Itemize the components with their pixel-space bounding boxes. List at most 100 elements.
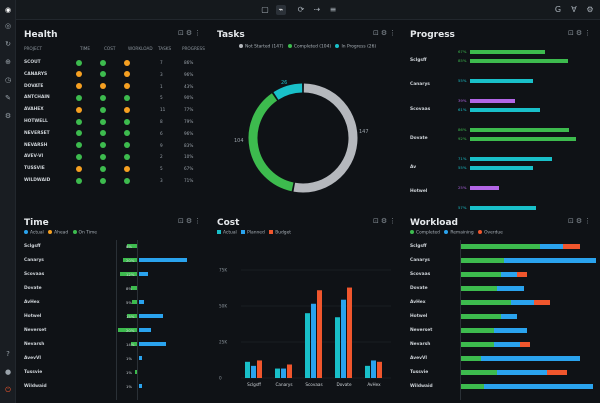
progress-bar[interactable] bbox=[470, 166, 534, 170]
time-ahead-bar[interactable] bbox=[122, 258, 137, 262]
time-ahead-bar[interactable] bbox=[131, 286, 137, 290]
progress-bar[interactable] bbox=[470, 108, 541, 112]
project-name[interactable]: TUSSVIE bbox=[24, 166, 45, 172]
progress-bar[interactable] bbox=[470, 137, 576, 141]
workload-remaining-bar[interactable] bbox=[497, 286, 524, 291]
time-actual-bar[interactable] bbox=[139, 300, 144, 304]
project-name[interactable]: Tussvie bbox=[24, 370, 43, 375]
dashboard-icon[interactable]: ◉ bbox=[4, 6, 12, 14]
time-ahead-bar[interactable] bbox=[131, 342, 137, 346]
workload-completed-bar[interactable] bbox=[461, 314, 501, 319]
loop-icon[interactable]: ⟳ bbox=[297, 5, 305, 14]
alert-icon[interactable]: ⊕ bbox=[5, 58, 11, 66]
cost-bar-planned[interactable] bbox=[371, 360, 376, 378]
workload-remaining-bar[interactable] bbox=[480, 356, 580, 361]
panel-controls[interactable]: ⊡⚙⋮ bbox=[373, 217, 399, 225]
project-name[interactable]: Canarys bbox=[24, 258, 44, 263]
sort-icon[interactable]: ≡ bbox=[329, 5, 337, 14]
settings-icon[interactable]: ⚙ bbox=[4, 112, 12, 120]
cost-bar-planned[interactable] bbox=[281, 368, 286, 378]
logout-icon[interactable]: ⏻ bbox=[5, 386, 11, 394]
project-name[interactable]: DOVATE bbox=[24, 83, 44, 89]
progress-bar[interactable] bbox=[470, 79, 534, 83]
cost-bar-budget[interactable] bbox=[317, 290, 322, 378]
workload-remaining-bar[interactable] bbox=[500, 272, 518, 277]
donut-segment-completed[interactable] bbox=[248, 93, 294, 192]
cost-bar-actual[interactable] bbox=[245, 361, 250, 378]
project-name[interactable]: ANTCHAIN bbox=[24, 95, 50, 101]
time-ahead-bar[interactable] bbox=[120, 272, 137, 276]
project-name[interactable]: SCOUT bbox=[24, 60, 41, 65]
project-name[interactable]: Scovaas bbox=[410, 106, 431, 112]
column-header[interactable]: TIME bbox=[80, 46, 91, 51]
workload-remaining-bar[interactable] bbox=[494, 342, 521, 347]
workload-completed-bar[interactable] bbox=[461, 328, 494, 333]
progress-bar[interactable] bbox=[470, 206, 536, 210]
edit-icon[interactable]: ✎ bbox=[5, 94, 11, 102]
project-name[interactable]: Dovate bbox=[410, 135, 428, 141]
project-name[interactable]: AvevVI bbox=[24, 356, 41, 361]
column-header[interactable]: COST bbox=[104, 46, 116, 51]
help-icon[interactable]: ? bbox=[6, 350, 10, 358]
project-name[interactable]: Wildwaid bbox=[410, 384, 433, 389]
progress-bar[interactable] bbox=[470, 186, 499, 190]
time-ahead-bar[interactable] bbox=[127, 314, 137, 318]
filter-icon[interactable]: ∀ bbox=[571, 5, 577, 14]
cost-bar-budget[interactable] bbox=[287, 364, 292, 379]
cost-bar-budget[interactable] bbox=[377, 361, 382, 378]
workload-completed-bar[interactable] bbox=[461, 272, 501, 277]
column-header[interactable]: WORKLOAD bbox=[128, 46, 153, 51]
cost-bar-budget[interactable] bbox=[257, 360, 262, 378]
progress-bar[interactable] bbox=[470, 128, 569, 132]
time-actual-bar[interactable] bbox=[139, 314, 163, 318]
project-name[interactable]: AVAHEX bbox=[24, 107, 44, 113]
project-name[interactable]: NEVERSET bbox=[24, 130, 50, 136]
workload-overdue-bar[interactable] bbox=[517, 272, 527, 277]
project-name[interactable]: AVEV-VI bbox=[24, 154, 44, 160]
project-name[interactable]: Neverset bbox=[24, 328, 47, 333]
user-icon[interactable]: ● bbox=[4, 368, 12, 376]
workload-completed-bar[interactable] bbox=[461, 370, 498, 375]
settings-icon-top[interactable]: ⚙ bbox=[586, 5, 594, 14]
search-icon[interactable]: ◎ bbox=[4, 22, 12, 30]
history-icon[interactable]: ◷ bbox=[4, 76, 12, 84]
project-name[interactable]: Hotwel bbox=[410, 189, 428, 194]
workload-remaining-bar[interactable] bbox=[510, 300, 534, 305]
panel-controls[interactable]: ⊡⚙⋮ bbox=[373, 29, 399, 37]
cost-bar-actual[interactable] bbox=[275, 368, 280, 378]
progress-bar[interactable] bbox=[470, 50, 545, 54]
project-name[interactable]: Scovaas bbox=[24, 272, 45, 277]
project-name[interactable]: WILDWAID bbox=[24, 178, 51, 183]
progress-bar[interactable] bbox=[470, 157, 552, 161]
cost-bar-actual[interactable] bbox=[335, 317, 340, 378]
time-actual-bar[interactable] bbox=[139, 258, 187, 262]
workload-overdue-bar[interactable] bbox=[563, 244, 580, 249]
project-name[interactable]: Dovate bbox=[410, 286, 428, 291]
time-actual-bar[interactable] bbox=[139, 356, 142, 360]
project-name[interactable]: Tussvie bbox=[410, 370, 429, 375]
cost-bar-actual[interactable] bbox=[365, 365, 370, 378]
time-actual-bar[interactable] bbox=[139, 328, 151, 332]
chart-icon[interactable]: ⌁ bbox=[276, 5, 286, 15]
project-name[interactable]: Sclgsff bbox=[410, 244, 427, 249]
project-name[interactable]: Scovaas bbox=[410, 272, 431, 277]
project-name[interactable]: CANARYS bbox=[24, 71, 48, 77]
refresh-icon[interactable]: ↻ bbox=[5, 40, 11, 48]
cost-bar-planned[interactable] bbox=[251, 365, 256, 378]
layout-icon[interactable]: ▢ bbox=[261, 5, 269, 14]
project-name[interactable]: Hotwel bbox=[410, 314, 428, 319]
project-name[interactable]: Canarys bbox=[410, 82, 430, 87]
project-name[interactable]: Dovate bbox=[24, 286, 42, 291]
workload-completed-bar[interactable] bbox=[461, 300, 511, 305]
column-header[interactable]: PROJECT bbox=[24, 46, 43, 51]
time-actual-bar[interactable] bbox=[139, 384, 142, 388]
cost-bar-planned[interactable] bbox=[311, 303, 316, 378]
workload-overdue-bar[interactable] bbox=[546, 370, 567, 375]
project-name[interactable]: HOTWELL bbox=[24, 119, 48, 124]
project-name[interactable]: NEVARSH bbox=[24, 142, 48, 148]
panel-controls[interactable]: ⊡⚙⋮ bbox=[178, 217, 204, 225]
workload-overdue-bar[interactable] bbox=[520, 342, 531, 347]
progress-bar[interactable] bbox=[470, 99, 515, 103]
project-name[interactable]: Neverset bbox=[410, 328, 433, 333]
workload-completed-bar[interactable] bbox=[461, 244, 541, 249]
